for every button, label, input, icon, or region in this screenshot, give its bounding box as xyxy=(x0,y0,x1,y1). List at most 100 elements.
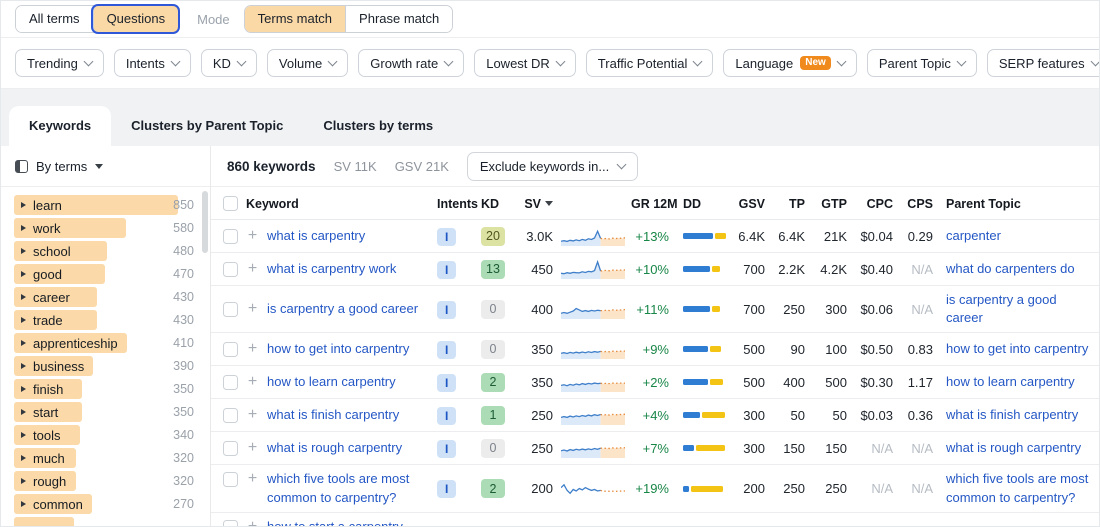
expand-triangle-icon[interactable] xyxy=(21,409,26,415)
sidebar-item-apprenticeship[interactable]: apprenticeship 410 xyxy=(14,333,210,353)
tab-keywords[interactable]: Keywords xyxy=(9,106,112,146)
filter-button-growth-rate[interactable]: Growth rate xyxy=(358,49,465,77)
row-checkbox[interactable] xyxy=(223,472,238,488)
gtp-cell: 300 xyxy=(809,512,851,526)
add-keyword-icon[interactable]: + xyxy=(247,406,258,424)
expand-triangle-icon[interactable] xyxy=(21,432,26,438)
row-checkbox[interactable] xyxy=(223,519,238,526)
row-checkbox[interactable] xyxy=(223,408,238,424)
sidebar-item-good[interactable]: good 470 xyxy=(14,264,210,284)
sidebar-item-work[interactable]: work 580 xyxy=(14,218,210,238)
expand-triangle-icon[interactable] xyxy=(21,225,26,231)
add-keyword-icon[interactable]: + xyxy=(247,439,258,457)
expand-triangle-icon[interactable] xyxy=(21,202,26,208)
term-label: common xyxy=(33,496,83,512)
add-keyword-icon[interactable]: + xyxy=(247,373,258,391)
expand-triangle-icon[interactable] xyxy=(21,386,26,392)
sort-desc-icon xyxy=(545,201,553,206)
filter-button-intents[interactable]: Intents xyxy=(113,49,191,77)
expand-triangle-icon[interactable] xyxy=(21,501,26,507)
keyword-link[interactable]: how to learn carpentry xyxy=(267,374,396,390)
add-keyword-icon[interactable]: + xyxy=(247,470,258,488)
sidebar-item-tools[interactable]: tools 340 xyxy=(14,425,210,445)
add-keyword-icon[interactable]: + xyxy=(247,340,258,358)
intent-badge[interactable]: I xyxy=(437,439,457,458)
add-keyword-icon[interactable]: + xyxy=(247,259,258,277)
tab-clusters-by-parent-topic[interactable]: Clusters by Parent Topic xyxy=(131,118,284,133)
view-mode-dropdown[interactable]: By terms xyxy=(36,158,88,174)
sidebar-item-career[interactable]: career 430 xyxy=(14,287,210,307)
keyword-link[interactable]: what is finish carpentry xyxy=(267,407,400,423)
sidebar-item-business[interactable]: business 390 xyxy=(14,356,210,376)
parent-topic-link[interactable]: what is rough carpentry xyxy=(946,440,1082,456)
terms-match-button[interactable]: Terms match xyxy=(244,6,346,32)
parent-topic-link[interactable]: is carpentry a good career xyxy=(946,292,1057,326)
keyword-link[interactable]: what is rough carpentry xyxy=(267,440,403,456)
row-checkbox[interactable] xyxy=(223,228,238,244)
exclude-keywords-button[interactable]: Exclude keywords in... xyxy=(466,151,639,181)
sidebar-item-learn[interactable]: learn 850 xyxy=(14,195,210,215)
filter-button-parent-topic[interactable]: Parent Topic xyxy=(866,49,977,77)
keyword-link[interactable]: how to start a carpentry business xyxy=(267,518,403,527)
expand-triangle-icon[interactable] xyxy=(21,271,26,277)
sidebar-item-finish[interactable]: finish 350 xyxy=(14,379,210,399)
intent-badge[interactable]: I xyxy=(437,300,457,319)
intent-badge[interactable]: I xyxy=(437,260,457,279)
sidebar-item-common[interactable]: common 270 xyxy=(14,494,210,514)
filter-button-volume[interactable]: Volume xyxy=(266,49,349,77)
expand-triangle-icon[interactable] xyxy=(21,248,26,254)
expand-triangle-icon[interactable] xyxy=(21,294,26,300)
parent-topic-link[interactable]: how to learn carpentry xyxy=(946,374,1075,390)
sidebar-item-school[interactable]: school 480 xyxy=(14,241,210,261)
parent-topic-link[interactable]: which five tools are most common to carp… xyxy=(946,471,1089,505)
intent-badge[interactable]: I xyxy=(437,227,457,246)
intent-badge[interactable]: I xyxy=(437,340,457,359)
expand-triangle-icon[interactable] xyxy=(21,340,26,346)
sidebar-scrollbar-thumb[interactable] xyxy=(202,191,208,253)
expand-triangle-icon[interactable] xyxy=(21,363,26,369)
row-checkbox[interactable] xyxy=(223,441,238,457)
row-checkbox[interactable] xyxy=(223,342,238,358)
intent-badge[interactable]: I xyxy=(437,373,457,392)
parent-topic-link[interactable]: what is finish carpentry xyxy=(946,407,1079,423)
select-all-checkbox[interactable] xyxy=(223,196,238,211)
search-volume-cell: 350 xyxy=(513,365,557,400)
expand-triangle-icon[interactable] xyxy=(21,478,26,484)
results-panel: 860 keywords SV 11K GSV 21K Exclude keyw… xyxy=(211,146,1099,527)
sidebar-item-rough[interactable]: rough 320 xyxy=(14,471,210,491)
filter-button-language[interactable]: Language New xyxy=(723,49,857,77)
parent-topic-link[interactable]: how to get into carpentry xyxy=(946,341,1089,357)
filter-button-kd[interactable]: KD xyxy=(200,49,257,77)
expand-triangle-icon[interactable] xyxy=(21,455,26,461)
filter-button-trending[interactable]: Trending xyxy=(15,49,104,77)
expand-triangle-icon[interactable] xyxy=(21,317,26,323)
add-keyword-icon[interactable]: + xyxy=(247,226,258,244)
tab-clusters-by-terms[interactable]: Clusters by terms xyxy=(323,118,434,133)
row-checkbox[interactable] xyxy=(223,261,238,277)
intent-badge[interactable]: I xyxy=(437,480,457,499)
row-checkbox[interactable] xyxy=(223,302,238,318)
keyword-link[interactable]: what is carpentry xyxy=(267,227,366,243)
add-keyword-icon[interactable]: + xyxy=(247,300,258,318)
intent-badge[interactable]: I xyxy=(437,406,457,425)
filter-button-lowest-dr[interactable]: Lowest DR xyxy=(474,49,576,77)
sidebar-item-trade[interactable]: trade 430 xyxy=(14,310,210,330)
phrase-match-button[interactable]: Phrase match xyxy=(345,6,453,32)
row-checkbox[interactable] xyxy=(223,375,238,391)
all-terms-button[interactable]: All terms xyxy=(16,6,93,32)
parent-topic-link[interactable]: carpenter xyxy=(946,227,1001,243)
filter-button-traffic-potential[interactable]: Traffic Potential xyxy=(585,49,714,77)
filter-button-serp-features[interactable]: SERP features xyxy=(986,49,1099,77)
keyword-link[interactable]: how to get into carpentry xyxy=(267,341,410,357)
sidebar-item-much[interactable]: much 320 xyxy=(14,448,210,468)
add-keyword-icon[interactable]: + xyxy=(247,517,258,527)
gtp-cell: 100 xyxy=(809,332,851,367)
parent-topic-link[interactable]: what do carpenters do xyxy=(946,260,1075,276)
keyword-link[interactable]: is carpentry a good career xyxy=(267,301,419,317)
sv-sort-control[interactable]: SV xyxy=(524,197,553,211)
sidebar-item-start[interactable]: start 350 xyxy=(14,402,210,422)
keyword-link[interactable]: what is carpentry work xyxy=(267,260,397,276)
keyword-link[interactable]: which five tools are most common to carp… xyxy=(267,471,410,505)
questions-button[interactable]: Questions xyxy=(92,6,179,32)
column-header-sv: SV xyxy=(513,187,557,220)
